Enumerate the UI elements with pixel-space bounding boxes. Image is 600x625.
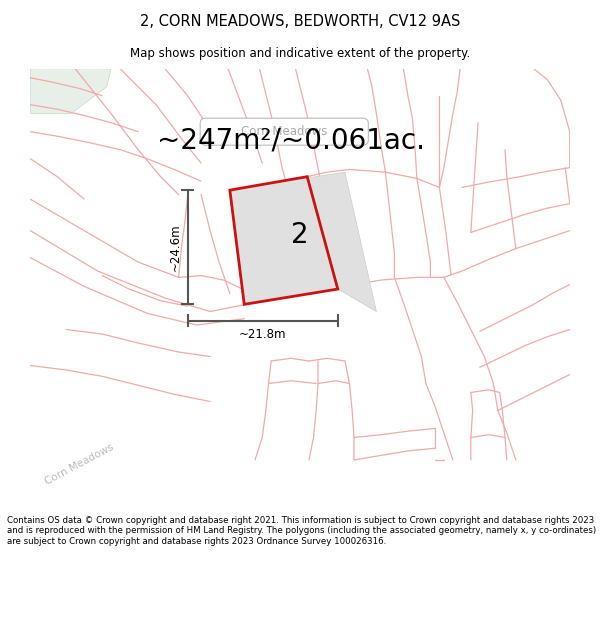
Polygon shape xyxy=(230,172,376,311)
Text: ~21.8m: ~21.8m xyxy=(239,328,286,341)
Text: ~24.6m: ~24.6m xyxy=(169,223,182,271)
Polygon shape xyxy=(230,177,338,304)
Text: Map shows position and indicative extent of the property.: Map shows position and indicative extent… xyxy=(130,47,470,60)
FancyBboxPatch shape xyxy=(200,118,368,145)
Text: 2, CORN MEADOWS, BEDWORTH, CV12 9AS: 2, CORN MEADOWS, BEDWORTH, CV12 9AS xyxy=(140,14,460,29)
Text: Corn Meadows: Corn Meadows xyxy=(241,125,328,138)
Text: Corn Meadows: Corn Meadows xyxy=(44,442,116,487)
Text: Contains OS data © Crown copyright and database right 2021. This information is : Contains OS data © Crown copyright and d… xyxy=(7,516,596,546)
Polygon shape xyxy=(30,69,111,114)
Text: 2: 2 xyxy=(291,221,309,249)
Text: ~247m²/~0.061ac.: ~247m²/~0.061ac. xyxy=(157,127,425,155)
